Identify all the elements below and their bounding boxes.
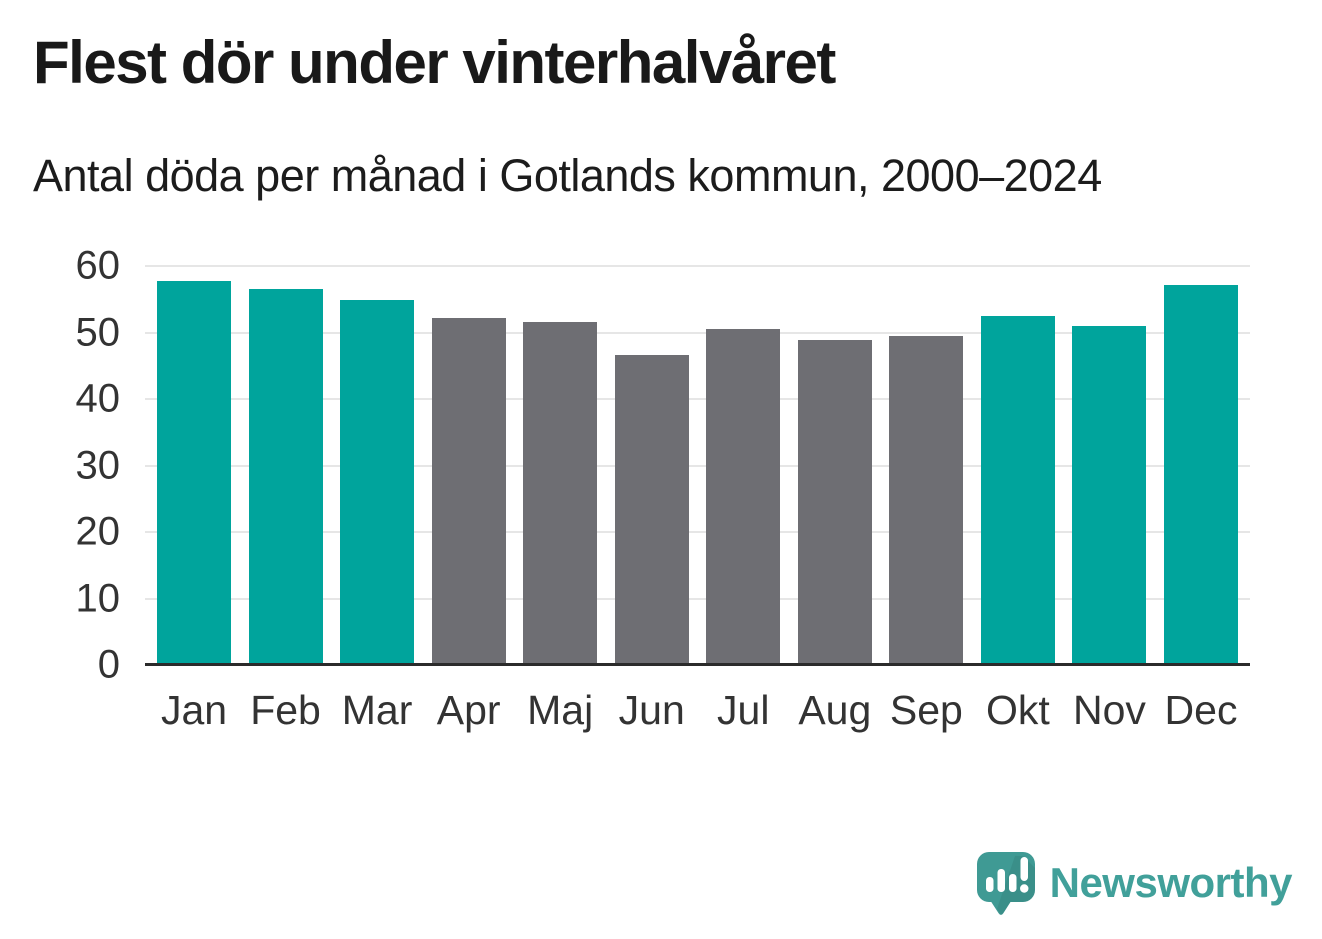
x-axis-label-apr: Apr	[436, 687, 501, 733]
bar-jan	[157, 281, 231, 665]
x-axis-label-maj: Maj	[527, 687, 594, 733]
gridline-y-20	[145, 531, 1250, 533]
x-axis-label-mar: Mar	[341, 687, 413, 733]
bar-aug	[797, 340, 872, 665]
x-axis-label-aug: Aug	[798, 687, 872, 733]
y-axis-tick-label-0: 0	[97, 642, 120, 687]
x-axis-label-nov: Nov	[1072, 687, 1146, 733]
y-axis-tick-label-10: 10	[75, 576, 121, 620]
x-axis-label-jan: Jan	[160, 687, 228, 733]
y-axis-tick-label-50: 50	[75, 310, 121, 354]
plot-area: 0 10 20 30 40 50 60 Jan Feb Mar Apr Maj Jun Jul Aug Sep…	[76, 244, 1250, 733]
gridline-y-60	[145, 265, 1250, 267]
bar-okt	[980, 315, 1055, 665]
bar-maj	[523, 321, 598, 665]
bar-feb	[248, 288, 323, 665]
x-axis-label-sep: Sep	[889, 687, 963, 733]
y-axis-tick-label-40: 40	[75, 376, 121, 421]
chart-title: Flest dör under vinterhalvåret	[33, 29, 836, 96]
newsworthy-logo-icon	[976, 852, 1035, 915]
gridline-y-10	[145, 597, 1250, 600]
bar-sep	[889, 335, 964, 665]
brand-wordmark: Newsworthy	[1049, 859, 1293, 906]
x-axis-line	[145, 663, 1250, 666]
bar-mar	[340, 299, 415, 665]
gridline-y-30	[145, 464, 1250, 467]
x-axis-label-jun: Jun	[618, 687, 685, 733]
x-axis-label-okt: Okt	[986, 687, 1050, 733]
y-axis-tick-label-60: 60	[75, 243, 121, 288]
bar-nov	[1072, 325, 1147, 665]
bar-jul	[706, 329, 781, 665]
y-axis-tick-label-20: 20	[75, 509, 121, 554]
x-axis-label-jul: Jul	[717, 687, 770, 733]
brand-footer: Newsworthy	[974, 849, 1293, 917]
x-axis-label-feb: Feb	[250, 687, 321, 733]
chart-subtitle: Antal döda per månad i Gotlands kommun, …	[33, 150, 1102, 201]
gridline-y-50	[145, 331, 1250, 334]
bar-dec	[1164, 285, 1238, 665]
bar-jun	[614, 355, 689, 665]
x-axis-label-dec: Dec	[1164, 687, 1238, 733]
gridline-y-40	[145, 398, 1250, 400]
bar-apr	[431, 317, 506, 665]
y-axis-tick-label-30: 30	[75, 443, 121, 487]
